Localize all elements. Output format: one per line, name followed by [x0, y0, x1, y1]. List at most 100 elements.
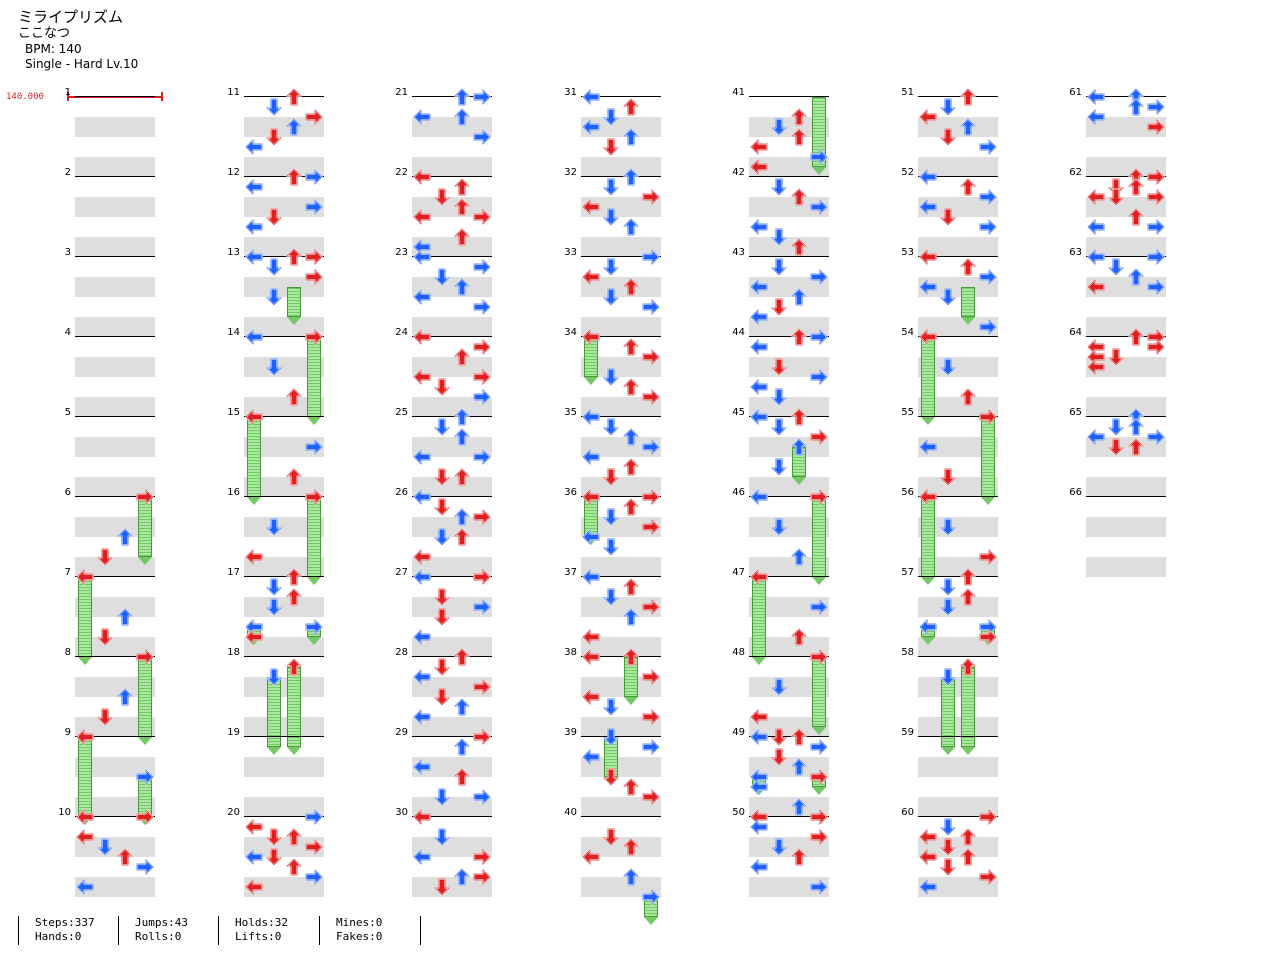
down-arrow-icon [1108, 418, 1124, 436]
beat-band [749, 477, 829, 497]
beat-band [749, 437, 829, 457]
down-arrow-icon [771, 748, 787, 766]
up-arrow-icon [286, 828, 302, 846]
right-arrow-icon [810, 829, 828, 845]
down-arrow-icon [771, 118, 787, 136]
beat-band [581, 717, 661, 737]
beat-band [581, 197, 661, 217]
down-arrow-icon [603, 208, 619, 226]
left-arrow-icon [1087, 249, 1105, 265]
beat-band [1086, 237, 1166, 257]
up-arrow-icon [623, 98, 639, 116]
right-arrow-icon [305, 839, 323, 855]
measure-number: 15 [227, 407, 240, 418]
beat-band [244, 397, 324, 417]
measure-number: 59 [901, 727, 914, 738]
beat-band [412, 437, 492, 457]
beat-band [749, 797, 829, 817]
left-arrow-icon [1087, 429, 1105, 445]
right-arrow-icon [1147, 99, 1165, 115]
up-arrow-icon [454, 528, 470, 546]
hold-end [792, 477, 806, 485]
beat-band [581, 237, 661, 257]
up-arrow-icon [117, 848, 133, 866]
right-arrow-icon [473, 259, 491, 275]
beat-band [581, 837, 661, 857]
beat-band [749, 677, 829, 697]
left-arrow-icon [919, 439, 937, 455]
beat-band [581, 477, 661, 497]
measure-line [749, 336, 829, 338]
right-arrow-icon [473, 509, 491, 525]
up-arrow-icon [286, 88, 302, 106]
up-arrow-icon [960, 848, 976, 866]
up-arrow-icon [286, 858, 302, 876]
left-arrow-icon [582, 749, 600, 765]
beat-band [75, 877, 155, 897]
beat-band [412, 837, 492, 857]
left-arrow-icon [1087, 279, 1105, 295]
up-arrow-icon [286, 248, 302, 266]
up-arrow-icon [960, 828, 976, 846]
left-arrow-icon [750, 859, 768, 875]
beat-band [75, 117, 155, 137]
beat-band [918, 757, 998, 777]
stat-holds: Holds:32 [235, 916, 288, 929]
beat-band [244, 197, 324, 217]
measure-number: 61 [1069, 87, 1082, 98]
beat-band [581, 397, 661, 417]
measure-line [75, 176, 155, 178]
beat-band [581, 677, 661, 697]
right-arrow-icon [810, 769, 828, 785]
beat-band [412, 277, 492, 297]
left-arrow-icon [245, 409, 263, 425]
left-arrow-icon [919, 329, 937, 345]
measure-number: 17 [227, 567, 240, 578]
left-arrow-icon [76, 569, 94, 585]
right-arrow-icon [136, 859, 154, 875]
beat-band [918, 117, 998, 137]
measure-line [918, 736, 998, 738]
beat-band [75, 317, 155, 337]
hold-note [287, 667, 301, 747]
hold-note [921, 337, 935, 417]
measure-number: 21 [395, 87, 408, 98]
right-arrow-icon [473, 89, 491, 105]
down-arrow-icon [266, 98, 282, 116]
beat-band [749, 397, 829, 417]
hold-end [981, 497, 995, 505]
measure-number: 62 [1069, 167, 1082, 178]
left-arrow-icon [750, 309, 768, 325]
measure-number: 39 [564, 727, 577, 738]
right-arrow-icon [810, 599, 828, 615]
right-arrow-icon [810, 809, 828, 825]
hold-end [921, 577, 935, 585]
down-arrow-icon [940, 838, 956, 856]
beat-band [749, 877, 829, 897]
left-arrow-icon [413, 709, 431, 725]
measure-line [244, 336, 324, 338]
right-arrow-icon [810, 269, 828, 285]
beat-band [918, 877, 998, 897]
right-arrow-icon [979, 219, 997, 235]
measure-line [918, 176, 998, 178]
hold-note [78, 577, 92, 657]
right-arrow-icon [473, 789, 491, 805]
hold-end [307, 417, 321, 425]
beat-band [75, 277, 155, 297]
left-arrow-icon [750, 219, 768, 235]
down-arrow-icon [266, 848, 282, 866]
hold-note [624, 657, 638, 697]
measure-line [749, 96, 829, 98]
up-arrow-icon [1128, 438, 1144, 456]
bpm-change-label: 140.000 [6, 92, 44, 102]
right-arrow-icon [305, 199, 323, 215]
right-arrow-icon [1147, 279, 1165, 295]
stat-mines: Mines:0 [336, 916, 383, 929]
right-arrow-icon [473, 869, 491, 885]
down-arrow-icon [434, 418, 450, 436]
hold-end [307, 577, 321, 585]
hold-note [247, 417, 261, 497]
right-arrow-icon [810, 149, 828, 165]
up-arrow-icon [454, 768, 470, 786]
